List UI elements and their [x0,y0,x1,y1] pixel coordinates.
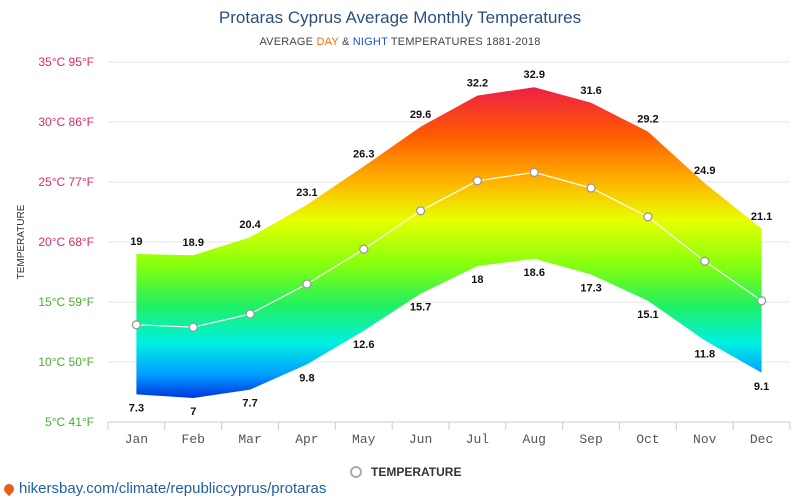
average-point [359,244,369,254]
average-point [245,309,255,319]
average-point [302,279,312,289]
average-point [472,176,483,186]
average-point [188,322,198,332]
legend[interactable]: TEMPERATURE [350,465,461,479]
day-value-label: 24.9 [694,165,715,177]
temperature-range-area [136,87,762,398]
y-tick-label: 25°C 77°F [38,175,94,189]
average-point [529,167,539,178]
day-value-label: 26.3 [353,148,374,160]
night-value-label: 12.6 [353,339,374,351]
day-value-label: 32.9 [524,69,545,81]
day-value-label: 31.6 [580,85,601,97]
chart-title: Protaras Cyprus Average Monthly Temperat… [218,8,582,27]
day-value-label: 29.6 [410,109,431,121]
legend-marker-icon [350,466,362,478]
data-labels: 19 18.9 20.4 23.1 26.3 29.6 32.2 32.9 31.6 29.2 24… [129,69,773,418]
average-point [586,183,596,193]
subtitle-night: NIGHT [352,36,388,48]
x-tick-label: Nov [693,432,717,447]
y-tick-label: 20°C 68°F [38,235,94,249]
subtitle-suffix: TEMPERATURES 1881-2018 [390,36,541,48]
y-tick-label: 15°C 59°F [38,295,94,309]
average-line [136,171,762,328]
average-point [415,206,426,216]
average-point [643,212,653,222]
night-value-label: 7 [190,406,196,418]
average-point [756,296,767,306]
y-tick-label: 35°C 95°F [38,55,94,69]
y-tick-label: 5°C 41°F [45,415,94,429]
y-tick-label: 10°C 50°F [38,355,94,369]
x-tick-label: Sep [579,432,602,447]
x-tick-label: May [352,432,376,447]
legend-label: TEMPERATURE [371,465,462,479]
subtitle-prefix: AVERAGE [259,36,314,48]
x-tick-label: Jul [466,432,490,447]
night-value-label: 9.8 [299,372,314,384]
y-tick-label: 30°C 86°F [38,115,94,129]
x-tick-label: Aug [523,432,546,447]
x-tick-label: Jan [125,432,148,447]
source-link-text: hikersbay.com/climate/republiccyprus/pro… [19,480,327,497]
x-tick-label: Mar [238,432,261,447]
average-point [131,320,142,330]
night-value-label: 17.3 [580,282,601,294]
night-value-label: 11.8 [694,348,715,360]
day-value-label: 32.2 [467,78,488,90]
x-tick-label: Feb [182,432,205,447]
average-temperature-line [131,167,767,332]
source-link[interactable]: hikersbay.com/climate/republiccyprus/pro… [1,480,327,497]
night-value-label: 15.7 [410,302,431,314]
chart-subtitle: AVERAGE DAY & NIGHT TEMPERATURES 1881-20… [0,36,800,48]
x-tick-label: Jun [409,432,432,447]
x-tick-label: Oct [636,432,659,447]
day-value-label: 23.1 [296,187,317,199]
night-value-label: 7.3 [129,402,144,414]
day-value-label: 29.2 [637,114,658,126]
temperature-range-band [136,87,762,398]
x-tick-label: Apr [295,432,318,447]
night-value-label: 7.7 [242,398,257,410]
night-value-label: 9.1 [754,381,769,393]
average-point [700,256,710,266]
subtitle-day: DAY [316,36,339,48]
y-axis-label: TEMPERATURE [16,204,27,279]
day-value-label: 20.4 [239,219,261,231]
night-value-label: 18 [471,274,483,286]
axes: 5°C 41°F 10°C 50°F 15°C 59°F 20°C 68°F 25°C … [38,55,791,447]
night-value-label: 15.1 [637,309,658,321]
x-tick-label: Dec [750,432,773,447]
day-value-label: 21.1 [751,211,772,223]
day-value-label: 19 [130,236,142,248]
location-pin-icon [1,481,17,496]
day-value-label: 18.9 [183,237,204,249]
night-value-label: 18.6 [524,267,545,279]
subtitle-amp: & [341,36,350,48]
